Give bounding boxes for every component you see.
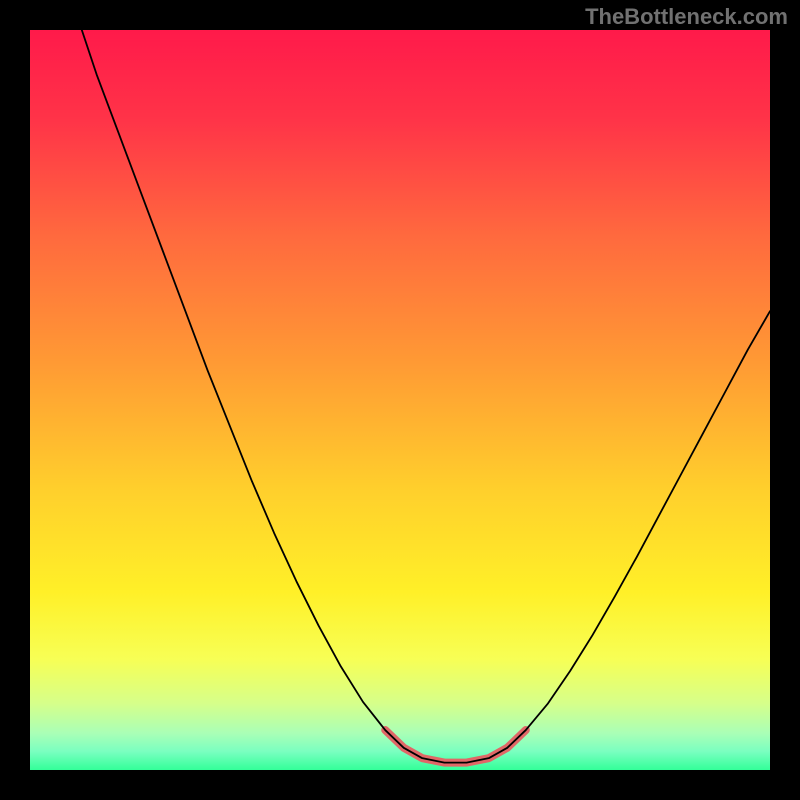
bottleneck-chart-svg <box>30 30 770 770</box>
watermark-text: TheBottleneck.com <box>585 4 788 30</box>
chart-frame: TheBottleneck.com <box>0 0 800 800</box>
plot-area <box>30 30 770 770</box>
chart-background <box>30 30 770 770</box>
